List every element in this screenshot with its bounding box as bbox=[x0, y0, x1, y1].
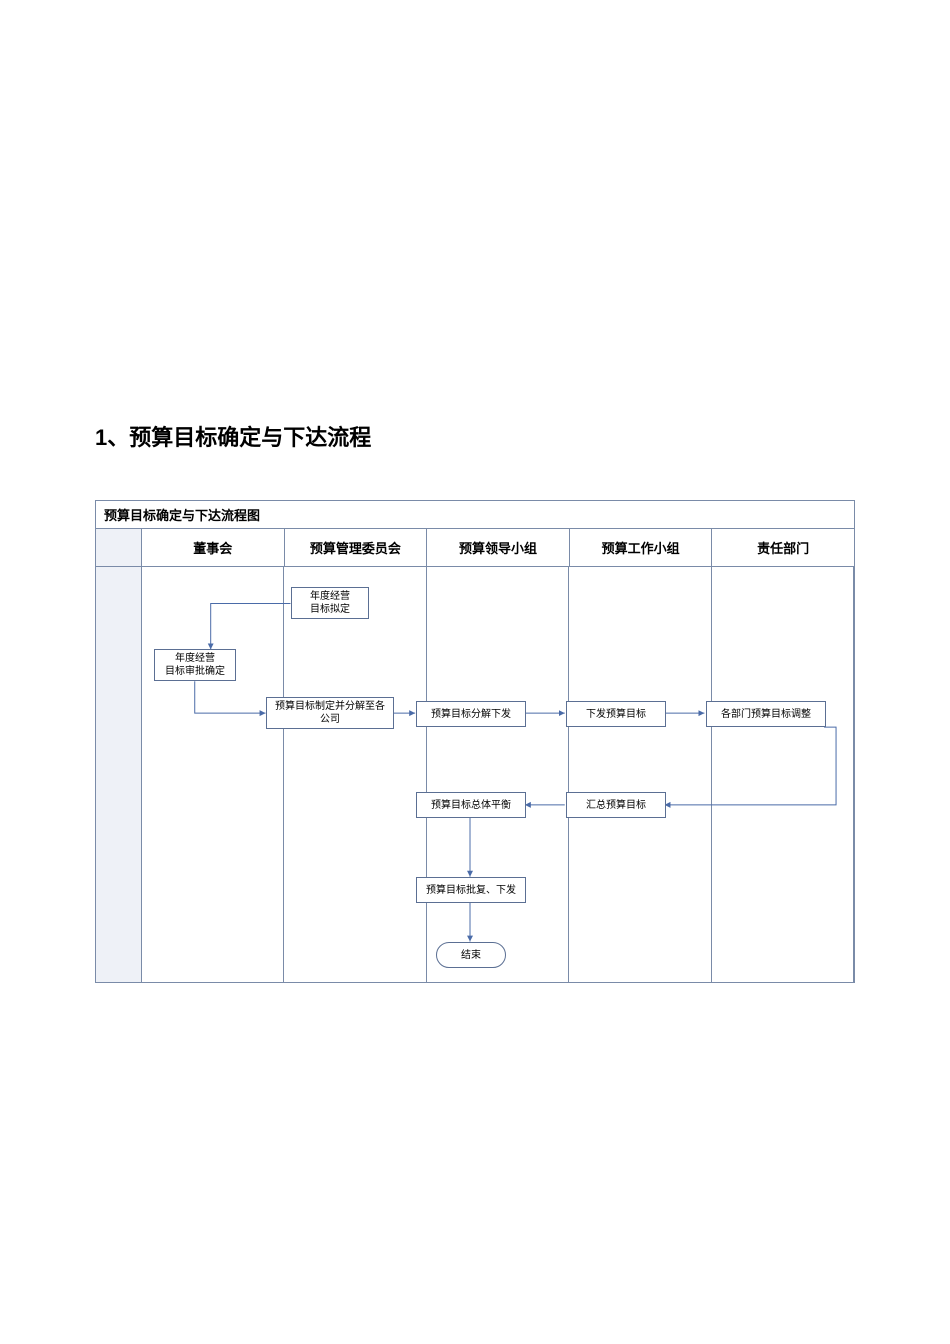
page-title: 1、预算目标确定与下达流程 bbox=[95, 420, 371, 452]
lane-header-3: 预算领导小组 bbox=[427, 529, 570, 566]
lane-header-4: 预算工作小组 bbox=[570, 529, 713, 566]
flowchart-node: 预算目标分解下发 bbox=[416, 701, 526, 727]
lane-header-2: 预算管理委员会 bbox=[285, 529, 428, 566]
flowchart-node: 各部门预算目标调整 bbox=[706, 701, 826, 727]
flowchart-node: 汇总预算目标 bbox=[566, 792, 666, 818]
flowchart-node: 年度经营目标拟定 bbox=[291, 587, 369, 619]
lane-header-5: 责任部门 bbox=[712, 529, 854, 566]
flowchart-node: 预算目标总体平衡 bbox=[416, 792, 526, 818]
lane-header-1: 董事会 bbox=[142, 529, 285, 566]
diagram-body: 年度经营目标拟定年度经营目标审批确定预算目标制定并分解至各公司预算目标分解下发 下… bbox=[96, 567, 854, 982]
lane-spacer-header bbox=[96, 529, 142, 566]
flowchart-node: 下发预算目标 bbox=[566, 701, 666, 727]
flowchart-node: 年度经营目标审批确定 bbox=[154, 649, 236, 681]
nodes-layer: 年度经营目标拟定年度经营目标审批确定预算目标制定并分解至各公司预算目标分解下发 下… bbox=[96, 567, 854, 982]
flowchart-container: 预算目标确定与下达流程图 董事会 预算管理委员会 预算领导小组 预算工作小组 责… bbox=[95, 500, 855, 983]
flowchart-node: 预算目标制定并分解至各公司 bbox=[266, 697, 394, 729]
diagram-title: 预算目标确定与下达流程图 bbox=[96, 501, 854, 529]
flowchart-node: 结束 bbox=[436, 942, 506, 968]
flowchart-node: 预算目标批复、下发 bbox=[416, 877, 526, 903]
swimlane-headers: 董事会 预算管理委员会 预算领导小组 预算工作小组 责任部门 bbox=[96, 529, 854, 567]
